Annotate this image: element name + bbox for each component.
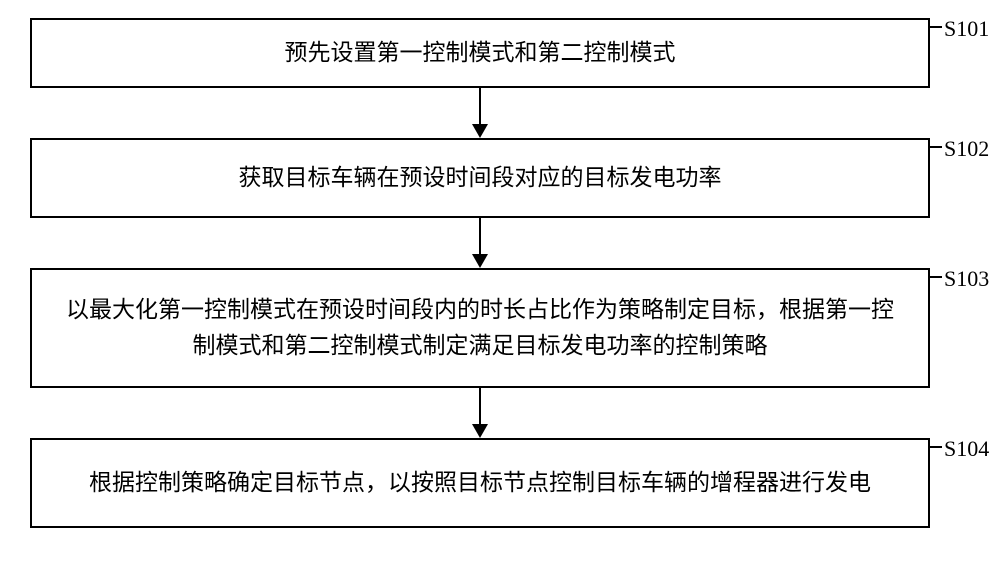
arrow-head: [472, 254, 488, 268]
arrow-head: [472, 124, 488, 138]
step-text: 获取目标车辆在预设时间段对应的目标发电功率: [239, 160, 722, 196]
label-tick-s101: [930, 26, 942, 28]
label-tick-s102: [930, 146, 942, 148]
arrow-line: [479, 218, 481, 254]
step-box-s102: 获取目标车辆在预设时间段对应的目标发电功率: [30, 138, 930, 218]
label-tick-s103: [930, 276, 942, 278]
step-box-s101: 预先设置第一控制模式和第二控制模式: [30, 18, 930, 88]
step-text: 预先设置第一控制模式和第二控制模式: [285, 35, 676, 71]
step-label-s103: S103: [944, 266, 989, 292]
label-tick-s104: [930, 446, 942, 448]
step-box-s103: 以最大化第一控制模式在预设时间段内的时长占比作为策略制定目标，根据第一控制模式和…: [30, 268, 930, 388]
step-text: 以最大化第一控制模式在预设时间段内的时长占比作为策略制定目标，根据第一控制模式和…: [60, 292, 900, 363]
step-box-s104: 根据控制策略确定目标节点，以按照目标节点控制目标车辆的增程器进行发电: [30, 438, 930, 528]
flowchart-canvas: 预先设置第一控制模式和第二控制模式 S101 获取目标车辆在预设时间段对应的目标…: [0, 0, 1000, 576]
arrow-head: [472, 424, 488, 438]
step-label-s102: S102: [944, 136, 989, 162]
step-text: 根据控制策略确定目标节点，以按照目标节点控制目标车辆的增程器进行发电: [89, 465, 871, 501]
step-label-s104: S104: [944, 436, 989, 462]
arrow-line: [479, 388, 481, 424]
step-label-s101: S101: [944, 16, 989, 42]
arrow-line: [479, 88, 481, 124]
